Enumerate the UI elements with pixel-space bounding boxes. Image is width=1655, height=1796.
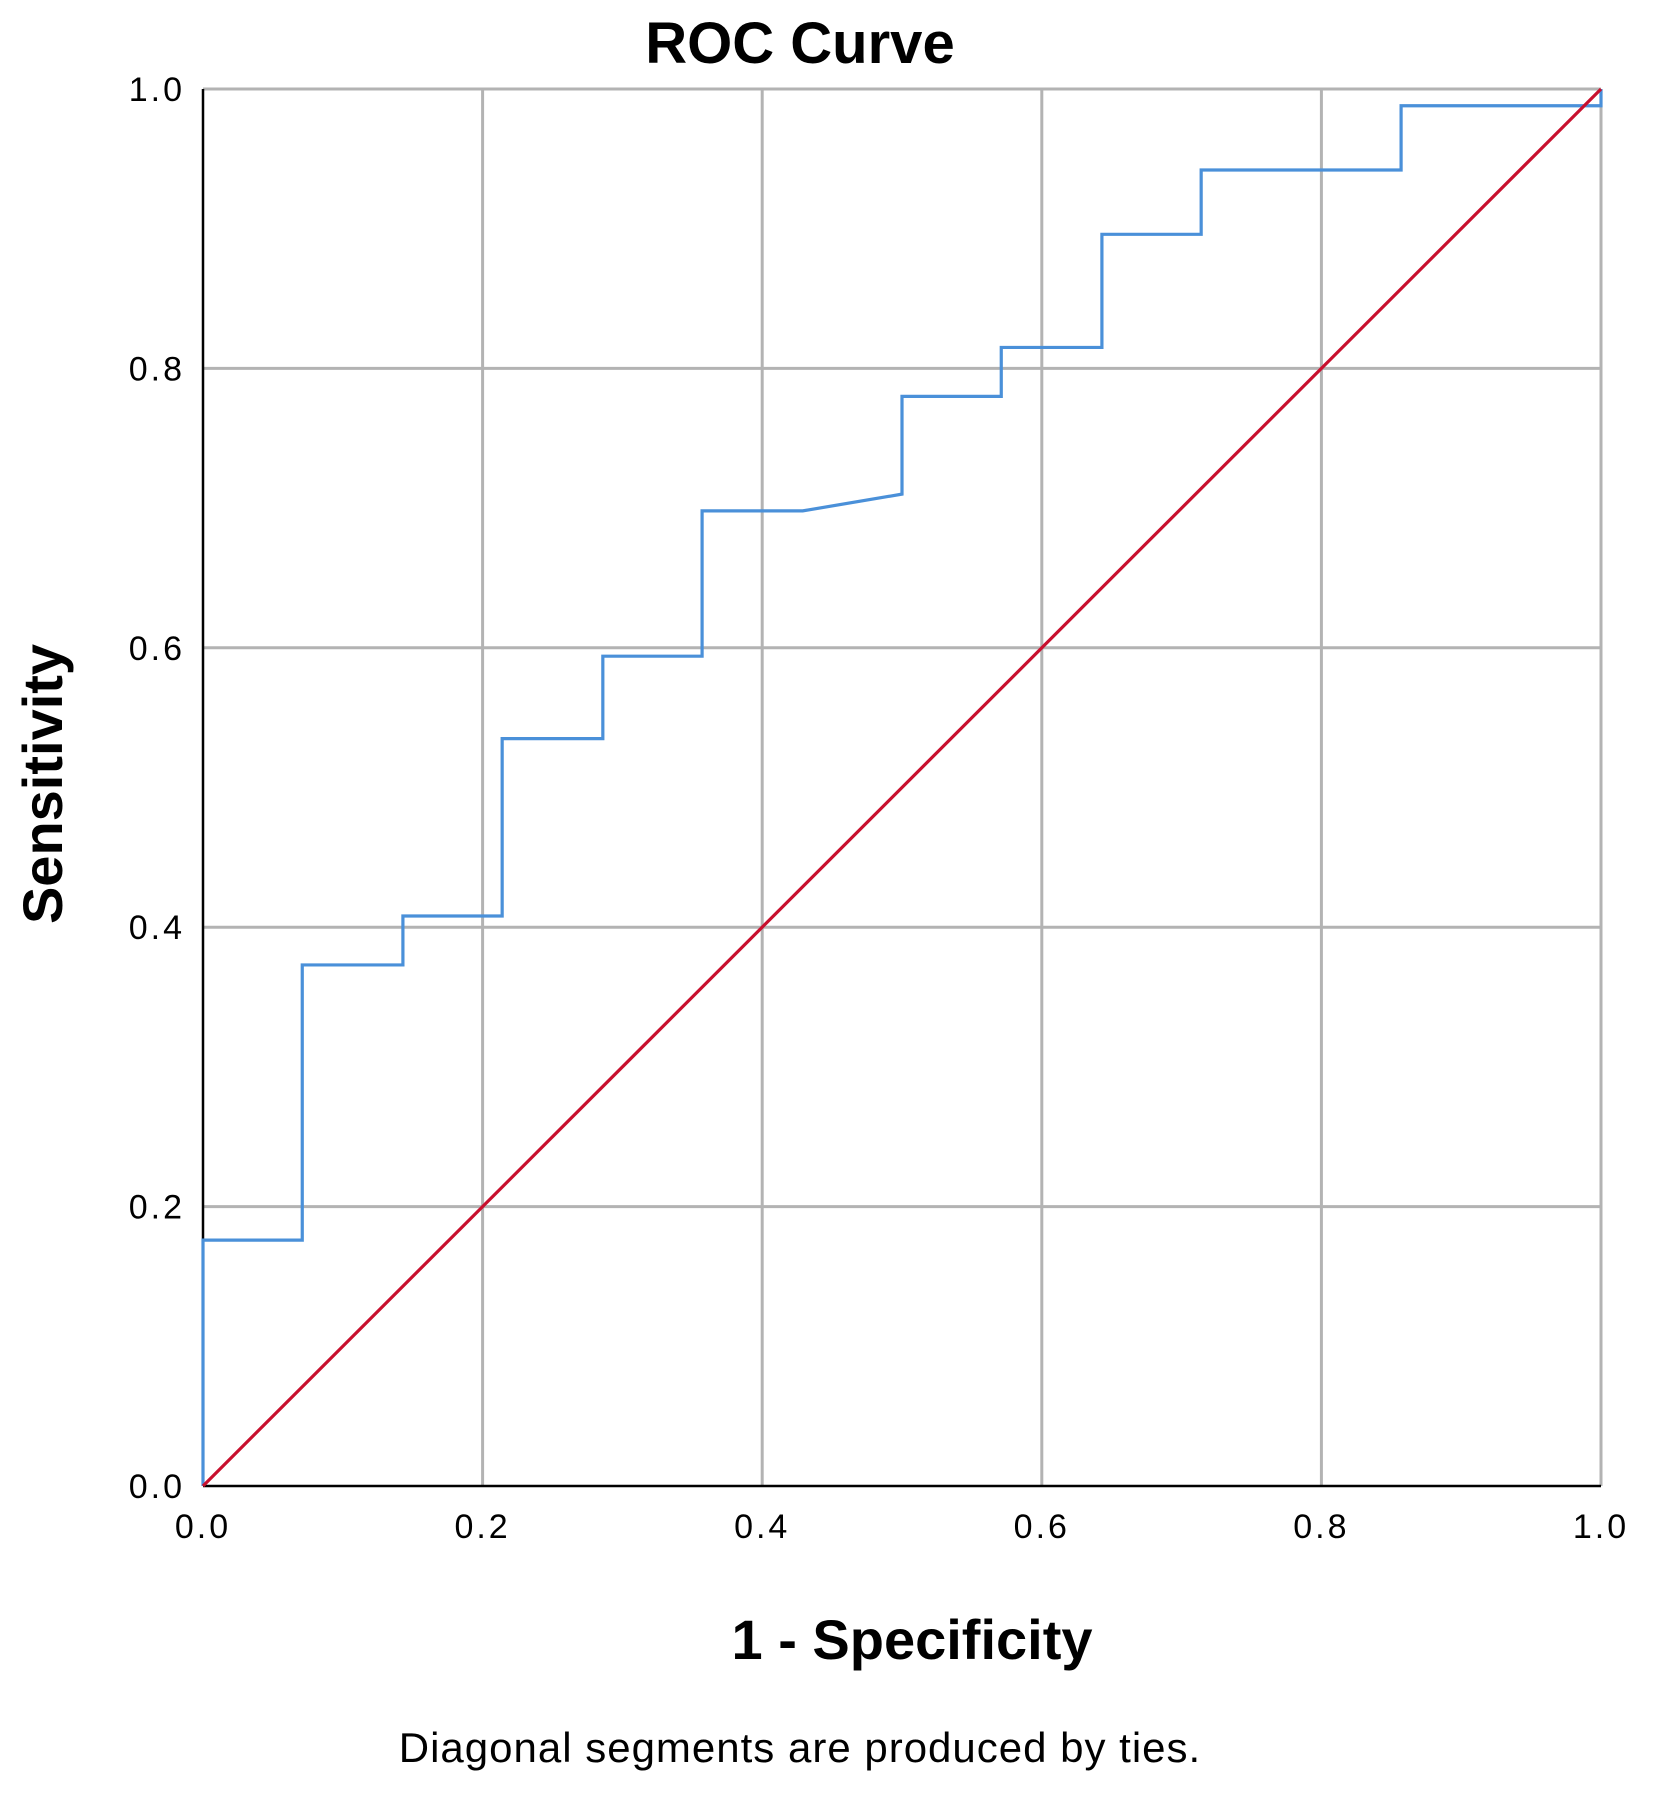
x-tick-label-2: 0.4 [734, 1508, 790, 1546]
y-tick-label-1: 0.2 [129, 1189, 185, 1227]
y-tick-label-5: 1.0 [129, 71, 185, 109]
y-tick-label-4: 0.8 [129, 350, 185, 388]
grid-lines [203, 87, 1603, 1486]
footnote: Diagonal segments are produced by ties. [399, 1724, 1201, 1771]
y-axis-title: Sensitivity [11, 644, 74, 924]
y-tick-labels: 0.0 0.2 0.4 0.6 0.8 1.0 [129, 71, 185, 1506]
y-tick-label-3: 0.6 [129, 630, 185, 668]
x-axis-title: 1 - Specificity [731, 1608, 1092, 1671]
reference-diagonal-line [201, 87, 1603, 1488]
y-tick-label-2: 0.4 [129, 909, 185, 947]
roc-curve-line [201, 89, 1603, 1486]
y-tick-label-0: 0.0 [129, 1468, 185, 1506]
chart-title: ROC Curve [645, 11, 954, 76]
x-tick-label-5: 1.0 [1573, 1508, 1629, 1546]
x-tick-label-4: 0.8 [1293, 1508, 1349, 1546]
x-tick-labels: 0.0 0.2 0.4 0.6 0.8 1.0 [175, 1508, 1629, 1546]
series-layer [201, 87, 1603, 1488]
x-tick-label-3: 0.6 [1014, 1508, 1070, 1546]
x-tick-label-1: 0.2 [454, 1508, 510, 1546]
x-tick-label-0: 0.0 [175, 1508, 231, 1546]
